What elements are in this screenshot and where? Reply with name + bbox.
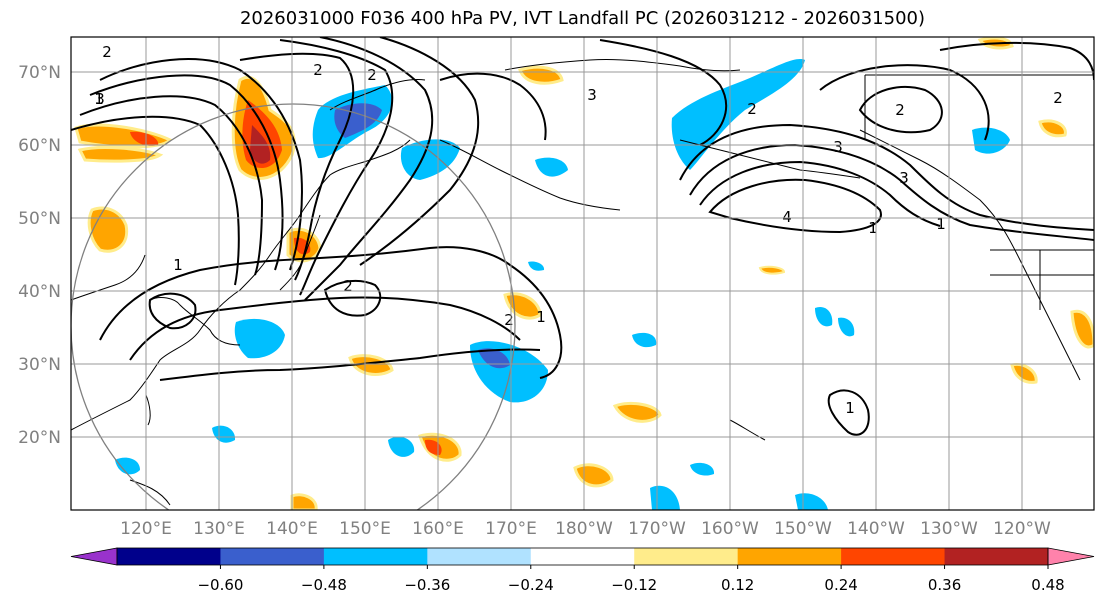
colorbar-segment (323, 548, 428, 565)
longitude-label: 150°W (774, 519, 832, 539)
contour-label: 3 (95, 90, 105, 108)
graticule (71, 37, 1094, 510)
colorbar-tick-label: −0.24 (508, 576, 554, 594)
longitude-label: 140°W (847, 519, 905, 539)
latitude-label: 20°N (18, 428, 61, 448)
colorbar-tick-label: 0.48 (1031, 576, 1064, 594)
colorbar-tick-label: −0.60 (197, 576, 243, 594)
contour-label: 1 (845, 399, 855, 417)
latitude-label: 30°N (18, 355, 61, 375)
contour-label: 1 (94, 90, 104, 108)
pv-positive-core (425, 439, 442, 455)
colorbar-extend-low (70, 547, 118, 566)
pv-positive-patch (87, 206, 129, 253)
pv-positive-patch (612, 401, 662, 423)
contour-label: 2 (102, 43, 112, 61)
longitude-label: 120°W (993, 519, 1051, 539)
colorbar-extend-high (1047, 547, 1095, 566)
colorbar-segment (117, 548, 221, 565)
pv-positive-core (250, 125, 271, 164)
longitude-label: 140°E (266, 519, 318, 539)
latitude-label: 70°N (18, 63, 61, 83)
colorbar-segment (530, 548, 635, 565)
latitude-axis: 70°N 60°N 50°N 40°N 30°N 20°N (18, 63, 61, 448)
pv-positive-patch (518, 65, 564, 85)
colorbar-segment (634, 548, 739, 565)
contour-label: 4 (782, 208, 792, 226)
colorbar-tick-label: 0.12 (721, 576, 754, 594)
pv-negative-patch (632, 332, 657, 348)
pv-positive-patch (1070, 309, 1094, 349)
latitude-label: 40°N (18, 282, 61, 302)
colorbar-outline (116, 547, 1049, 566)
colorbar-tick-label: −0.48 (301, 576, 347, 594)
contour-label: 2 (504, 311, 514, 329)
pv-negative-core (334, 103, 382, 138)
colorbar-tick-label: −0.36 (404, 576, 450, 594)
range-circle (71, 103, 516, 510)
colorbar-tick-label: −0.12 (611, 576, 657, 594)
pv-negative-patch (115, 457, 140, 475)
colorbar-tick-label: 0.36 (928, 576, 961, 594)
pv-positive-patch (758, 265, 786, 275)
pv-negative-patch (972, 127, 1010, 154)
pv-negative-patch (212, 425, 236, 443)
colorbar-segment (220, 548, 325, 565)
latitude-label: 50°N (18, 209, 61, 229)
contour-label: 1 (173, 256, 183, 274)
pv-positive-patch (1010, 362, 1038, 384)
longitude-label: 150°E (339, 519, 391, 539)
longitude-label: 160°E (412, 519, 464, 539)
longitude-label: 130°E (193, 519, 245, 539)
contour-label: 3 (833, 138, 843, 156)
contour-label: 1 (536, 308, 546, 326)
longitude-axis: 120°E 130°E 140°E 150°E 160°E 170°E 180°W 170°W… (120, 519, 1051, 539)
pv-negative-patch (388, 436, 415, 457)
colorbar-segment (427, 548, 532, 565)
colorbar-segment (841, 548, 946, 565)
pv-negative-patch (535, 157, 568, 177)
longitude-label: 170°E (485, 519, 537, 539)
colorbar-segment (944, 548, 1049, 565)
longitude-label: 180°W (555, 519, 613, 539)
contour-label: 3 (899, 169, 909, 187)
longitude-label: 120°E (120, 519, 172, 539)
pv-negative-patch (815, 306, 833, 327)
contour-label: 2 (313, 61, 323, 79)
colorbar-segment (737, 548, 842, 565)
pv-negative-patch (838, 317, 855, 337)
pv-negative-patch (528, 261, 545, 271)
pv-negative-patch (234, 318, 285, 359)
pv-negative-core (478, 348, 510, 369)
map-title: 2026031000 F036 400 hPa PV, IVT Landfall… (239, 8, 926, 29)
longitude-label: 130°W (920, 519, 978, 539)
map-frame (70, 36, 1095, 511)
latitude-label: 60°N (18, 136, 61, 156)
contour-label: 2 (1053, 89, 1063, 107)
contour-label: 2 (343, 277, 353, 295)
pv-positive-patch (1038, 119, 1067, 138)
colorbar: −0.60 −0.48 −0.36 −0.24 −0.12 0.12 0.24 0.36 0.4… (70, 547, 1095, 594)
contour-label: 1 (936, 215, 946, 233)
contour-label: 3 (587, 86, 597, 104)
pv-contours (71, 37, 1094, 436)
pv-positive-core (130, 131, 159, 146)
contour-label: 2 (367, 66, 377, 84)
colorbar-tick-label: 0.24 (824, 576, 857, 594)
longitude-label: 170°W (628, 519, 686, 539)
pv-negative-patch (690, 462, 715, 476)
longitude-label: 160°W (701, 519, 759, 539)
pv-positive-patch (290, 493, 318, 510)
contour-label: 2 (895, 101, 905, 119)
pv-positive-patch (77, 146, 164, 163)
contour-label: 2 (747, 100, 757, 118)
contour-label: 1 (868, 219, 878, 237)
